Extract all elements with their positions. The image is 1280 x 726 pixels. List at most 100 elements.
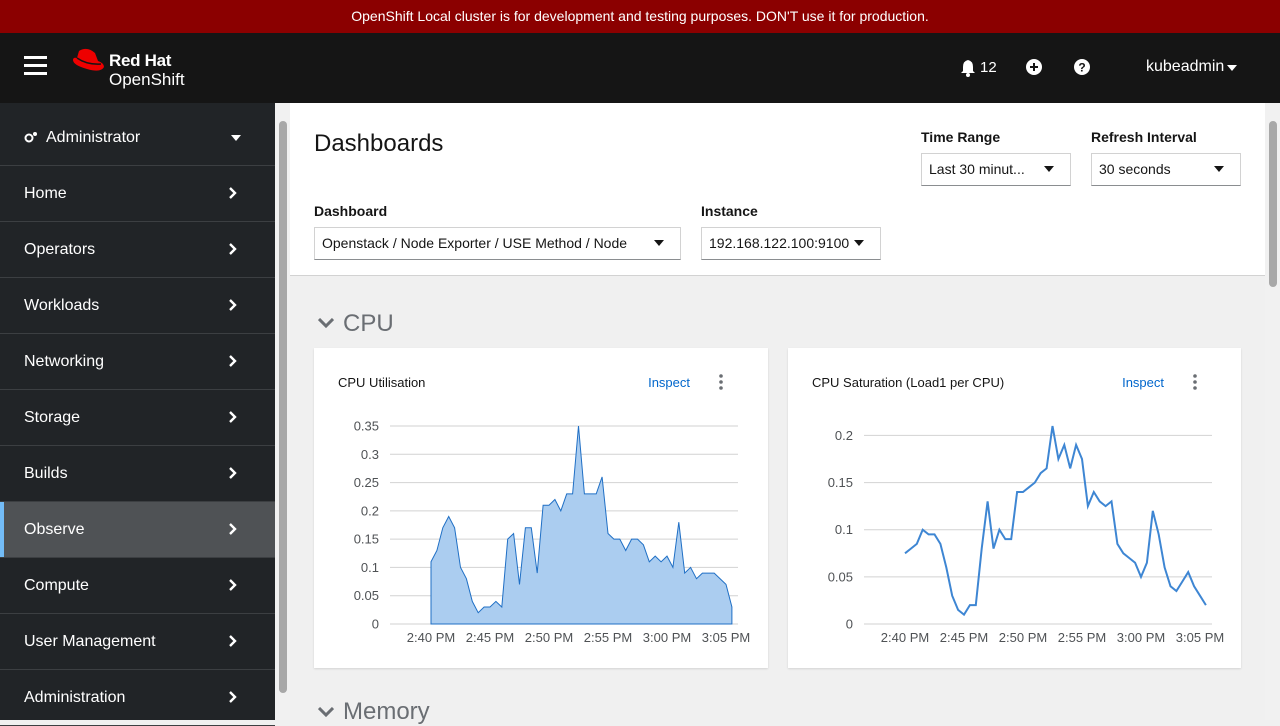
sidebar: Administrator Home Operators Workloads Netw… — [0, 103, 275, 726]
section-chevron[interactable] — [318, 318, 334, 328]
time-range-select[interactable]: Last 30 minut... — [921, 153, 1071, 186]
kebab-menu[interactable] — [719, 374, 723, 390]
nav-chevron — [229, 635, 237, 647]
x-tick-label: 2:45 PM — [940, 630, 988, 645]
nav-item[interactable]: Storage — [0, 390, 275, 446]
logo-icon — [73, 48, 104, 71]
nav-label: Home — [24, 185, 67, 202]
caret — [654, 240, 664, 246]
bell-icon[interactable] — [960, 59, 976, 77]
chart-title: CPU Saturation (Load1 per CPU) — [812, 375, 1004, 390]
user-menu[interactable]: kubeadmin — [1146, 58, 1225, 75]
perspective-label: Administrator — [46, 129, 141, 146]
brand-top: Red Hat — [109, 51, 172, 70]
y-tick-label: 0.15 — [828, 475, 853, 490]
svg-text:?: ? — [1078, 61, 1085, 75]
nav-label: Networking — [24, 353, 105, 370]
dashboard-label: Dashboard — [314, 203, 388, 219]
y-tick-label: 0.05 — [354, 588, 379, 603]
dashboard-toolbar: Dashboards Time Range Last 30 minut... R… — [290, 103, 1265, 276]
nav-chevron — [229, 299, 237, 311]
refresh-select[interactable]: 30 seconds — [1091, 153, 1241, 186]
chart-title: CPU Utilisation — [338, 375, 425, 390]
nav-chevron — [229, 691, 237, 703]
chart: CPU Saturation (Load1 per CPU) Inspect 0 0.… — [812, 374, 1224, 645]
x-tick-label: 3:05 PM — [702, 630, 750, 645]
brand-bottom: OpenShift — [109, 70, 185, 89]
nav-label: Builds — [24, 465, 68, 482]
perspective-switcher[interactable]: Administrator — [0, 110, 275, 166]
nav-item[interactable]: Home — [0, 166, 275, 222]
cluster-banner: OpenShift Local cluster is for developme… — [0, 0, 1280, 33]
y-tick-label: 0.1 — [835, 522, 853, 537]
line — [904, 425, 1207, 617]
caret — [1044, 166, 1054, 172]
y-tick-label: 0 — [372, 617, 379, 632]
instance-select[interactable]: 192.168.122.100:9100 — [701, 227, 881, 260]
nav-item[interactable]: Administration — [0, 670, 275, 726]
refresh-label: Refresh Interval — [1091, 129, 1197, 145]
user-caret — [1227, 65, 1237, 71]
section-heading: Memory — [343, 698, 430, 725]
inspect-link[interactable]: Inspect — [648, 375, 690, 390]
y-tick-label: 0.2 — [835, 428, 853, 443]
y-tick-label: 0.25 — [354, 475, 379, 490]
nav-chevron — [229, 523, 237, 535]
help-icon[interactable]: ? — [1074, 59, 1090, 75]
x-tick-label: 2:45 PM — [466, 630, 514, 645]
dashboard-value: Openstack / Node Exporter / USE Method /… — [322, 235, 628, 251]
refresh-value: 30 seconds — [1099, 161, 1171, 177]
inspect-link[interactable]: Inspect — [1122, 375, 1164, 390]
main-scrollbar[interactable] — [1265, 103, 1280, 720]
x-tick-label: 3:00 PM — [643, 630, 691, 645]
caret — [854, 240, 864, 246]
nav-item[interactable]: Builds — [0, 446, 275, 502]
nav-item[interactable]: Observe — [0, 502, 275, 558]
nav-chevron — [229, 243, 237, 255]
y-tick-label: 0.15 — [354, 532, 379, 547]
nav-label: Storage — [24, 409, 81, 426]
y-tick-label: 0.3 — [361, 447, 379, 462]
dashboard-select[interactable]: Openstack / Node Exporter / USE Method /… — [314, 227, 681, 260]
nav-chevron — [229, 467, 237, 479]
nav-item[interactable]: Compute — [0, 558, 275, 614]
section-chevron[interactable] — [318, 707, 334, 717]
chart-card: CPU Utilisation Inspect 0 0.05 0.1 0.15 0.2 0.2… — [314, 348, 768, 668]
time-range-value: Last 30 minut... — [929, 161, 1025, 177]
nav-label: Workloads — [24, 297, 100, 314]
nav-item[interactable]: User Management — [0, 614, 275, 670]
perspective-caret — [231, 135, 241, 141]
masthead: Red Hat OpenShift 12 ? kubeadmin — [0, 33, 1280, 103]
nav-item[interactable]: Operators — [0, 222, 275, 278]
nav-label: Operators — [24, 241, 96, 258]
nav-item[interactable]: Workloads — [0, 278, 275, 334]
chart: CPU Utilisation Inspect 0 0.05 0.1 0.15 0.2 0.2… — [338, 374, 750, 645]
add-icon[interactable] — [1026, 59, 1042, 75]
nav-chevron — [229, 579, 237, 591]
page-title: Dashboards — [314, 130, 444, 157]
x-tick-label: 3:05 PM — [1176, 630, 1224, 645]
nav-label: Observe — [24, 521, 85, 538]
cogs-icon — [24, 132, 37, 143]
x-tick-label: 3:00 PM — [1117, 630, 1165, 645]
menu-toggle[interactable] — [24, 55, 48, 77]
time-range-label: Time Range — [921, 129, 1001, 145]
kebab-menu[interactable] — [1193, 374, 1197, 390]
nav-chevron — [229, 355, 237, 367]
nav-chevron — [229, 187, 237, 199]
x-tick-label: 2:40 PM — [881, 630, 929, 645]
caret — [1214, 166, 1224, 172]
nav-label: User Management — [24, 633, 156, 650]
sidebar-scrollbar[interactable] — [275, 103, 290, 720]
nav-label: Compute — [24, 577, 89, 594]
nav-chevron — [229, 411, 237, 423]
y-tick-label: 0.35 — [354, 419, 379, 434]
area — [430, 425, 733, 625]
section-heading: CPU — [343, 310, 394, 337]
x-tick-label: 2:50 PM — [999, 630, 1047, 645]
y-tick-label: 0 — [846, 617, 853, 632]
notification-count[interactable]: 12 — [980, 59, 997, 76]
nav-label: Administration — [24, 689, 126, 706]
nav-item[interactable]: Networking — [0, 334, 275, 390]
